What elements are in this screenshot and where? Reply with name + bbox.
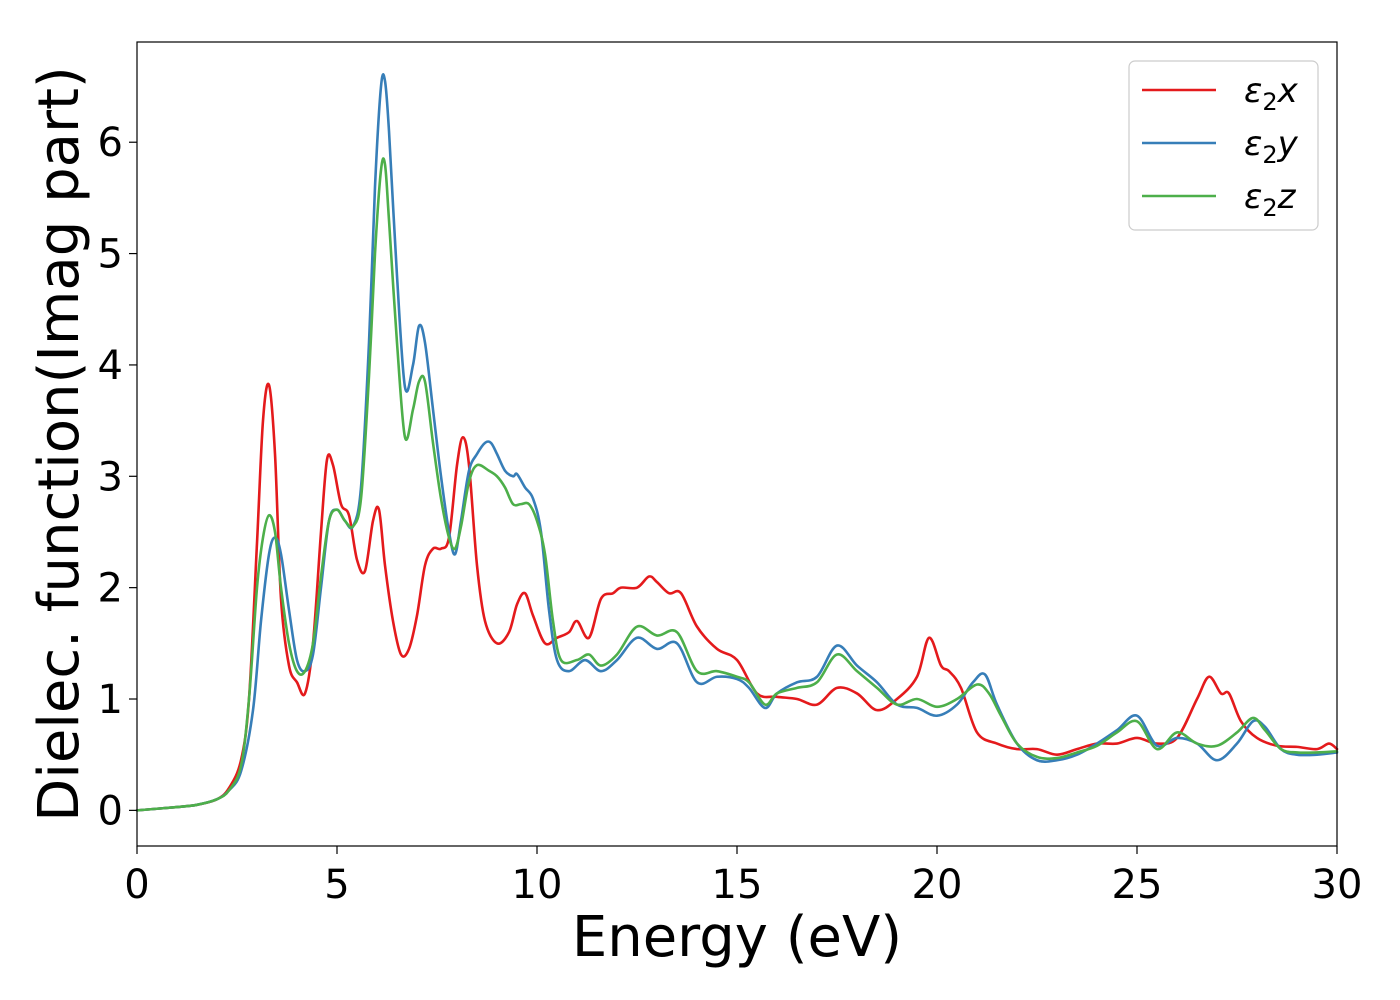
x-tick-label: 0 [124, 862, 149, 908]
y-tick-label: 5 [98, 232, 123, 278]
legend: ε2x ε2y ε2z [1128, 60, 1319, 231]
legend-box [1128, 60, 1319, 231]
legend-label-y: ε2y [1244, 124, 1299, 169]
x-axis-label: Energy (eV) [572, 905, 902, 970]
x-tick-label: 15 [712, 862, 763, 908]
series-layer [135, 73, 1339, 812]
y-tick-label: 6 [98, 120, 123, 166]
series-line-z [135, 157, 1339, 812]
y-tick-label: 1 [98, 677, 123, 723]
y-axis-label: Dielec. function(Imag part) [27, 66, 92, 822]
y-tick-label: 4 [98, 343, 123, 389]
x-tick-label: 20 [912, 862, 963, 908]
legend-entries: ε2x ε2y ε2z [1142, 71, 1299, 222]
x-tick-label: 10 [512, 862, 563, 908]
x-tick-label: 30 [1312, 862, 1363, 908]
legend-label-z: ε2z [1244, 177, 1297, 222]
y-tick-label: 2 [98, 566, 123, 612]
legend-label-x: ε2x [1244, 71, 1299, 116]
y-tick-label: 0 [98, 788, 123, 834]
y-tick-label: 3 [98, 454, 123, 500]
ticks-layer: 0 5 10 15 20 25 30 0 1 2 3 4 5 6 [98, 120, 1363, 908]
series-line-x [135, 382, 1339, 812]
x-tick-label: 25 [1112, 862, 1163, 908]
x-tick-label: 5 [324, 862, 349, 908]
